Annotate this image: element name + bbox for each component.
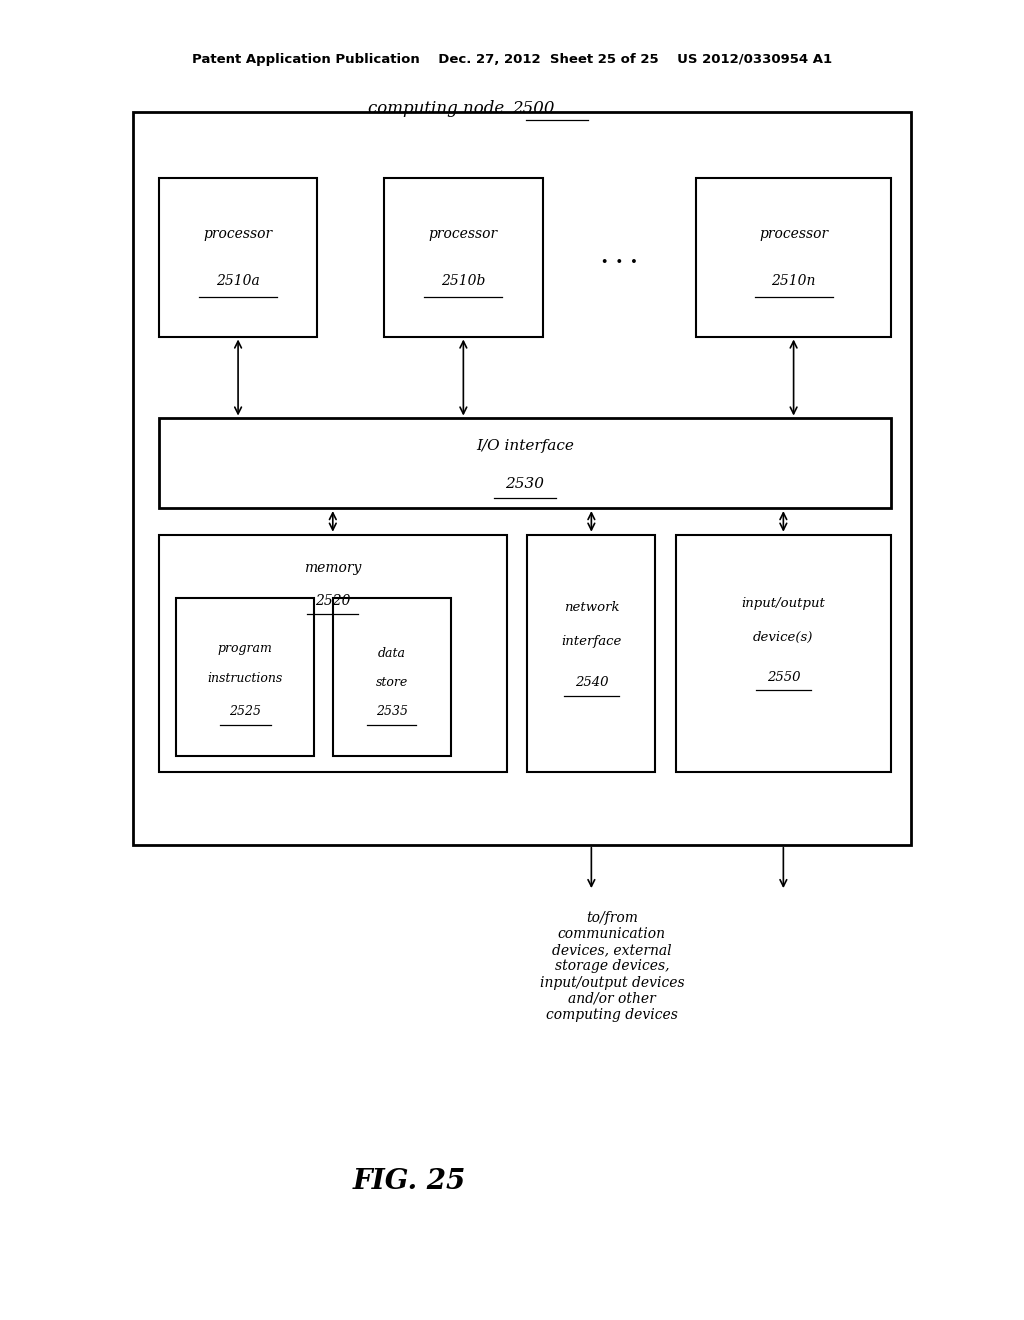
- FancyBboxPatch shape: [333, 598, 451, 756]
- FancyBboxPatch shape: [159, 418, 891, 508]
- Text: network: network: [563, 601, 620, 614]
- FancyBboxPatch shape: [159, 178, 317, 337]
- Text: FIG. 25: FIG. 25: [353, 1168, 466, 1195]
- Text: 2510b: 2510b: [441, 275, 485, 288]
- Text: 2510n: 2510n: [771, 275, 816, 288]
- Text: 2535: 2535: [376, 705, 408, 718]
- Text: 2530: 2530: [505, 478, 545, 491]
- Text: interface: interface: [561, 635, 622, 648]
- Text: device(s): device(s): [754, 631, 813, 644]
- Text: input/output: input/output: [741, 597, 825, 610]
- Text: store: store: [376, 676, 408, 689]
- Text: 2510a: 2510a: [216, 275, 260, 288]
- Text: memory: memory: [304, 561, 361, 574]
- FancyBboxPatch shape: [676, 535, 891, 772]
- Text: 2540: 2540: [574, 676, 608, 689]
- FancyBboxPatch shape: [696, 178, 891, 337]
- Text: computing node: computing node: [369, 100, 510, 116]
- Text: Patent Application Publication    Dec. 27, 2012  Sheet 25 of 25    US 2012/03309: Patent Application Publication Dec. 27, …: [191, 53, 833, 66]
- Text: processor: processor: [429, 227, 498, 240]
- FancyBboxPatch shape: [176, 598, 314, 756]
- Text: 2500: 2500: [512, 100, 555, 116]
- Text: to/from
communication
devices, external
storage devices,
input/output devices
an: to/from communication devices, external …: [540, 911, 684, 1022]
- Text: 2520: 2520: [315, 594, 350, 607]
- Text: processor: processor: [759, 227, 828, 240]
- Text: instructions: instructions: [208, 672, 283, 685]
- Text: . . .: . . .: [601, 247, 638, 268]
- Text: program: program: [218, 642, 272, 655]
- FancyBboxPatch shape: [133, 112, 911, 845]
- Text: 2525: 2525: [229, 705, 261, 718]
- FancyBboxPatch shape: [159, 535, 507, 772]
- FancyBboxPatch shape: [527, 535, 655, 772]
- Text: processor: processor: [204, 227, 272, 240]
- Text: 2550: 2550: [767, 671, 800, 684]
- Text: data: data: [378, 647, 406, 660]
- FancyBboxPatch shape: [384, 178, 543, 337]
- Text: I/O interface: I/O interface: [476, 440, 573, 453]
